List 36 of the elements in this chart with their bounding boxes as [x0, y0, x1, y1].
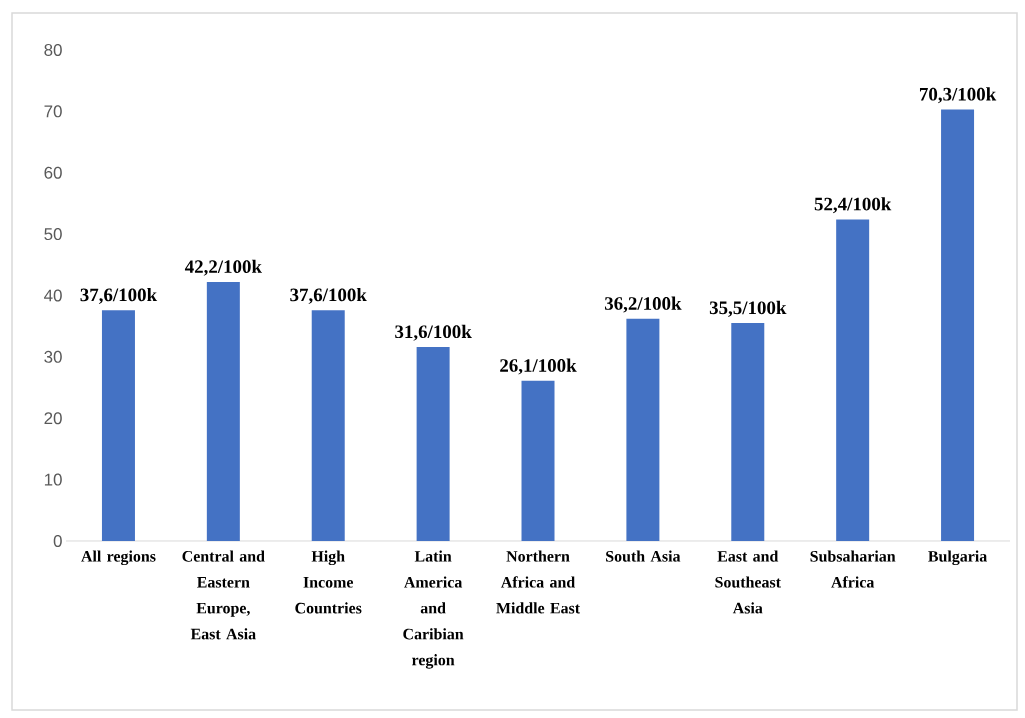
y-tick-label: 0: [53, 534, 62, 547]
x-tick-label: East and Southeast Asia: [715, 550, 781, 614]
data-label: 35,5/100k: [709, 300, 787, 317]
y-tick-label: 70: [44, 105, 62, 118]
bar: [731, 323, 765, 541]
x-tick-label: Northern Africa and Middle East: [496, 550, 580, 614]
x-tick-label: Latin America and Caribian region: [403, 550, 464, 669]
data-label: 36,2/100k: [604, 296, 682, 313]
y-tick-label: 40: [44, 289, 62, 302]
bar: [101, 310, 135, 541]
y-tick-label: 50: [44, 228, 62, 241]
y-tick-label: 30: [44, 350, 62, 363]
x-tick-label: Central and Eastern Europe, East Asia: [182, 550, 265, 640]
data-label: 37,6/100k: [290, 287, 367, 305]
x-tick-label: Bulgaria: [928, 550, 987, 566]
bar: [416, 347, 450, 541]
bar: [626, 318, 660, 541]
y-tick-label: 80: [44, 43, 62, 56]
data-label: 52,4/100k: [814, 197, 892, 214]
bar: [311, 310, 345, 541]
bar: [521, 380, 555, 541]
bar: [941, 109, 975, 541]
x-tick-label: Subsaharian Africa: [810, 550, 896, 588]
x-tick-label: South Asia: [606, 550, 681, 562]
bar: [206, 281, 240, 541]
data-label: 31,6/100k: [395, 324, 472, 341]
data-label: 26,1/100k: [500, 358, 577, 375]
data-label: 37,6/100k: [80, 287, 158, 305]
data-label: 70,3/100k: [919, 87, 997, 104]
y-tick-label: 20: [44, 412, 62, 425]
x-tick-label: All regions: [81, 550, 156, 566]
data-label: 42,2/100k: [184, 259, 262, 276]
y-tick-label: 10: [44, 473, 62, 486]
x-tick-label: High Income Countries: [295, 550, 362, 614]
y-tick-label: 60: [44, 166, 62, 179]
bar: [836, 219, 870, 541]
